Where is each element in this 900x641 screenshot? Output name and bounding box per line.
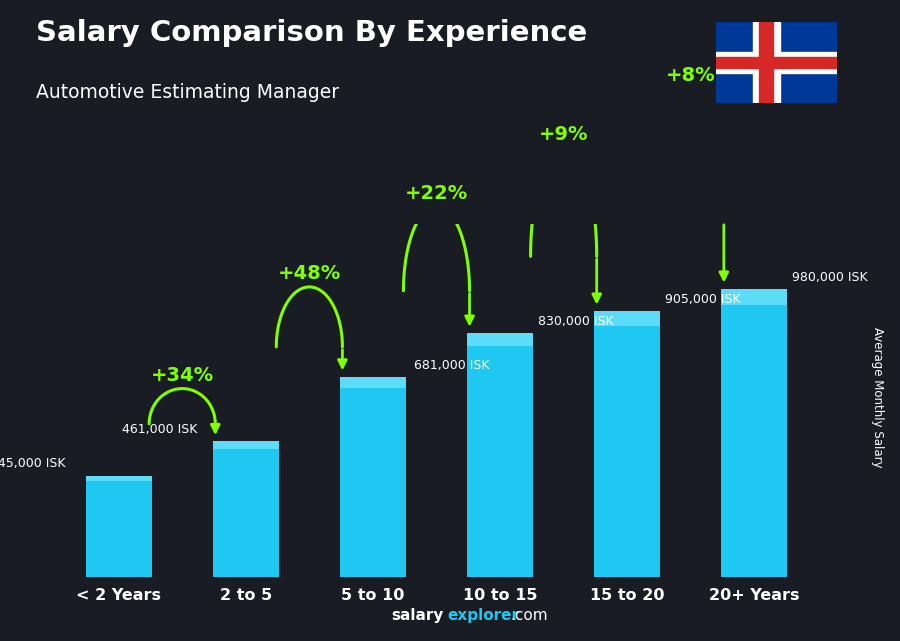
Text: explorer: explorer — [447, 608, 519, 623]
Bar — [716, 53, 837, 72]
Bar — [467, 333, 533, 577]
Bar — [716, 58, 837, 67]
Bar — [760, 22, 773, 103]
Text: Salary Comparison By Experience: Salary Comparison By Experience — [36, 19, 587, 47]
Bar — [594, 311, 661, 577]
Bar — [340, 377, 406, 577]
Text: 830,000 ISK: 830,000 ISK — [538, 315, 614, 328]
Bar — [86, 476, 152, 577]
Text: 905,000 ISK: 905,000 ISK — [665, 293, 741, 306]
Text: Automotive Estimating Manager: Automotive Estimating Manager — [36, 83, 339, 103]
Bar — [467, 333, 533, 347]
Bar — [594, 311, 661, 326]
Text: .com: .com — [510, 608, 548, 623]
Text: 345,000 ISK: 345,000 ISK — [0, 457, 65, 470]
Bar — [340, 377, 406, 388]
Text: +9%: +9% — [539, 124, 589, 144]
Text: Average Monthly Salary: Average Monthly Salary — [871, 327, 884, 468]
Text: +22%: +22% — [405, 183, 468, 203]
Text: +48%: +48% — [278, 264, 341, 283]
Bar — [212, 442, 279, 577]
Bar — [752, 22, 779, 103]
Text: salary: salary — [392, 608, 444, 623]
Bar — [212, 442, 279, 449]
Bar — [721, 289, 788, 577]
Text: 681,000 ISK: 681,000 ISK — [414, 358, 489, 372]
Text: 461,000 ISK: 461,000 ISK — [122, 423, 197, 436]
Text: +34%: +34% — [150, 366, 214, 385]
Bar — [86, 476, 152, 481]
Text: +8%: +8% — [666, 65, 716, 85]
Text: 980,000 ISK: 980,000 ISK — [793, 271, 868, 284]
Bar — [721, 289, 788, 305]
